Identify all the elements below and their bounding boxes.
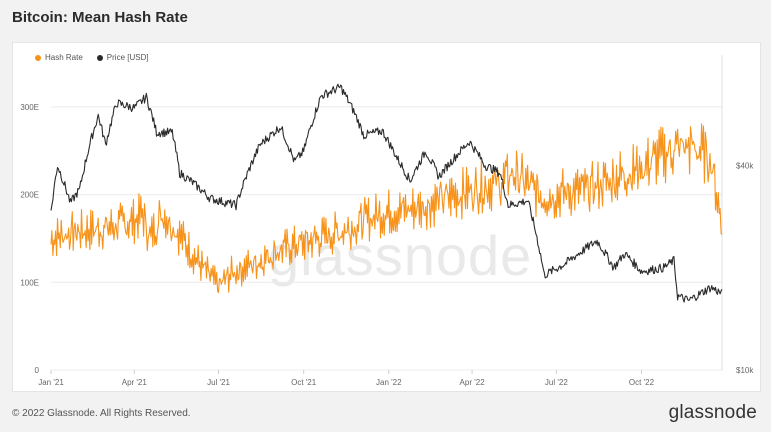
chart-title: Bitcoin: Mean Hash Rate (12, 9, 188, 26)
y-left-tick-label: 200E (20, 191, 39, 200)
price-swatch-icon (96, 54, 103, 61)
legend-label-hash-rate: Hash Rate (45, 53, 83, 62)
legend-item-price[interactable]: Price [USD] (96, 53, 149, 62)
x-tick-label: Oct '22 (629, 378, 655, 387)
legend-item-hash-rate[interactable]: Hash Rate (35, 53, 83, 62)
legend-label-price: Price [USD] (106, 53, 149, 62)
glassnode-logo[interactable]: glassnode (668, 402, 757, 423)
y-left-tick-label: 0 (35, 366, 40, 375)
y-left-tick-label: 100E (20, 278, 39, 287)
copyright-text: © 2022 Glassnode. All Rights Reserved. (12, 408, 191, 419)
x-tick-label: Apr '22 (460, 378, 486, 387)
x-tick-label: Jan '21 (38, 378, 64, 387)
x-tick-label: Jul '21 (207, 378, 230, 387)
y-left-tick-label: 300E (20, 103, 39, 112)
x-tick-label: Apr '21 (122, 378, 148, 387)
x-tick-label: Jul '22 (545, 378, 568, 387)
hash-rate-line (50, 123, 723, 294)
price-line (50, 83, 723, 303)
x-tick-label: Jan '22 (376, 378, 402, 387)
chart-svg: 0 100E 200E 300E $10k $40k Jan '21 Apr '21 Jul '… (20, 55, 754, 387)
legend: Hash Rate Price [USD] (35, 53, 149, 62)
y-right-tick-label: $40k (736, 161, 754, 170)
y-right-tick-label: $10k (736, 366, 754, 375)
chart-panel: glassnode 0 100E 200E 300E $10k $40k Jan '21 Ap… (12, 42, 761, 392)
hash-rate-swatch-icon (35, 54, 41, 61)
x-tick-label: Oct '21 (291, 378, 317, 387)
